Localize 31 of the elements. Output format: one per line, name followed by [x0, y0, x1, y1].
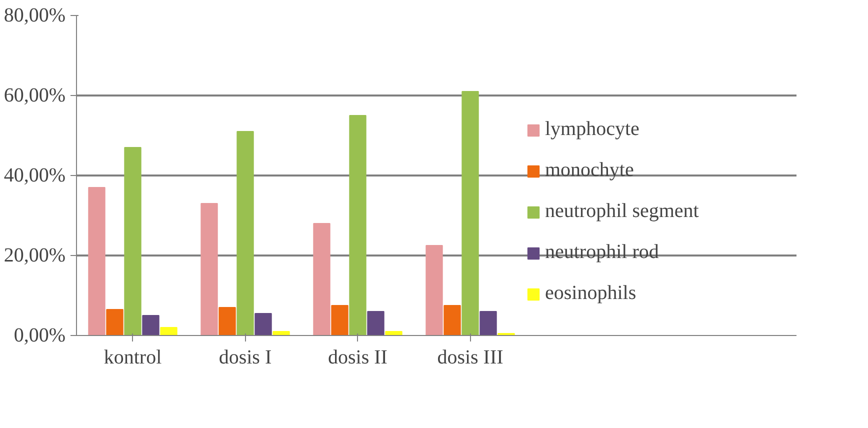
bar: [385, 331, 402, 336]
y-tick-label: 40,00%: [4, 164, 66, 186]
bar: [331, 305, 348, 336]
x-tick-label: kontrol: [104, 346, 162, 368]
bar: [349, 115, 366, 336]
bar: [236, 131, 254, 336]
x-tick-label: dosis III: [437, 346, 504, 368]
bar: [367, 311, 384, 336]
y-tick-label: 80,00%: [4, 4, 66, 26]
y-tick-label: 60,00%: [4, 84, 66, 106]
x-tick-label: dosis II: [328, 346, 388, 368]
legend-label: lymphocyte: [545, 118, 640, 141]
bar: [218, 307, 236, 336]
bar: [254, 313, 272, 336]
bar: [444, 305, 461, 336]
bar: [272, 331, 290, 336]
bar: [142, 315, 160, 336]
y-tick-label: 20,00%: [4, 244, 66, 266]
bar: [124, 147, 142, 336]
bar: [106, 309, 124, 336]
bar: [88, 187, 106, 336]
bar: [480, 311, 497, 336]
legend-label: eosinophils: [545, 282, 636, 305]
bar: [200, 203, 218, 336]
bar: [160, 327, 178, 336]
x-tick-label: dosis I: [218, 346, 272, 368]
bar: [462, 91, 479, 336]
bar: [426, 245, 443, 336]
bar: [313, 223, 330, 336]
y-tick-label: 0,00%: [14, 324, 66, 346]
legend-label: neutrophil segment: [545, 200, 699, 223]
